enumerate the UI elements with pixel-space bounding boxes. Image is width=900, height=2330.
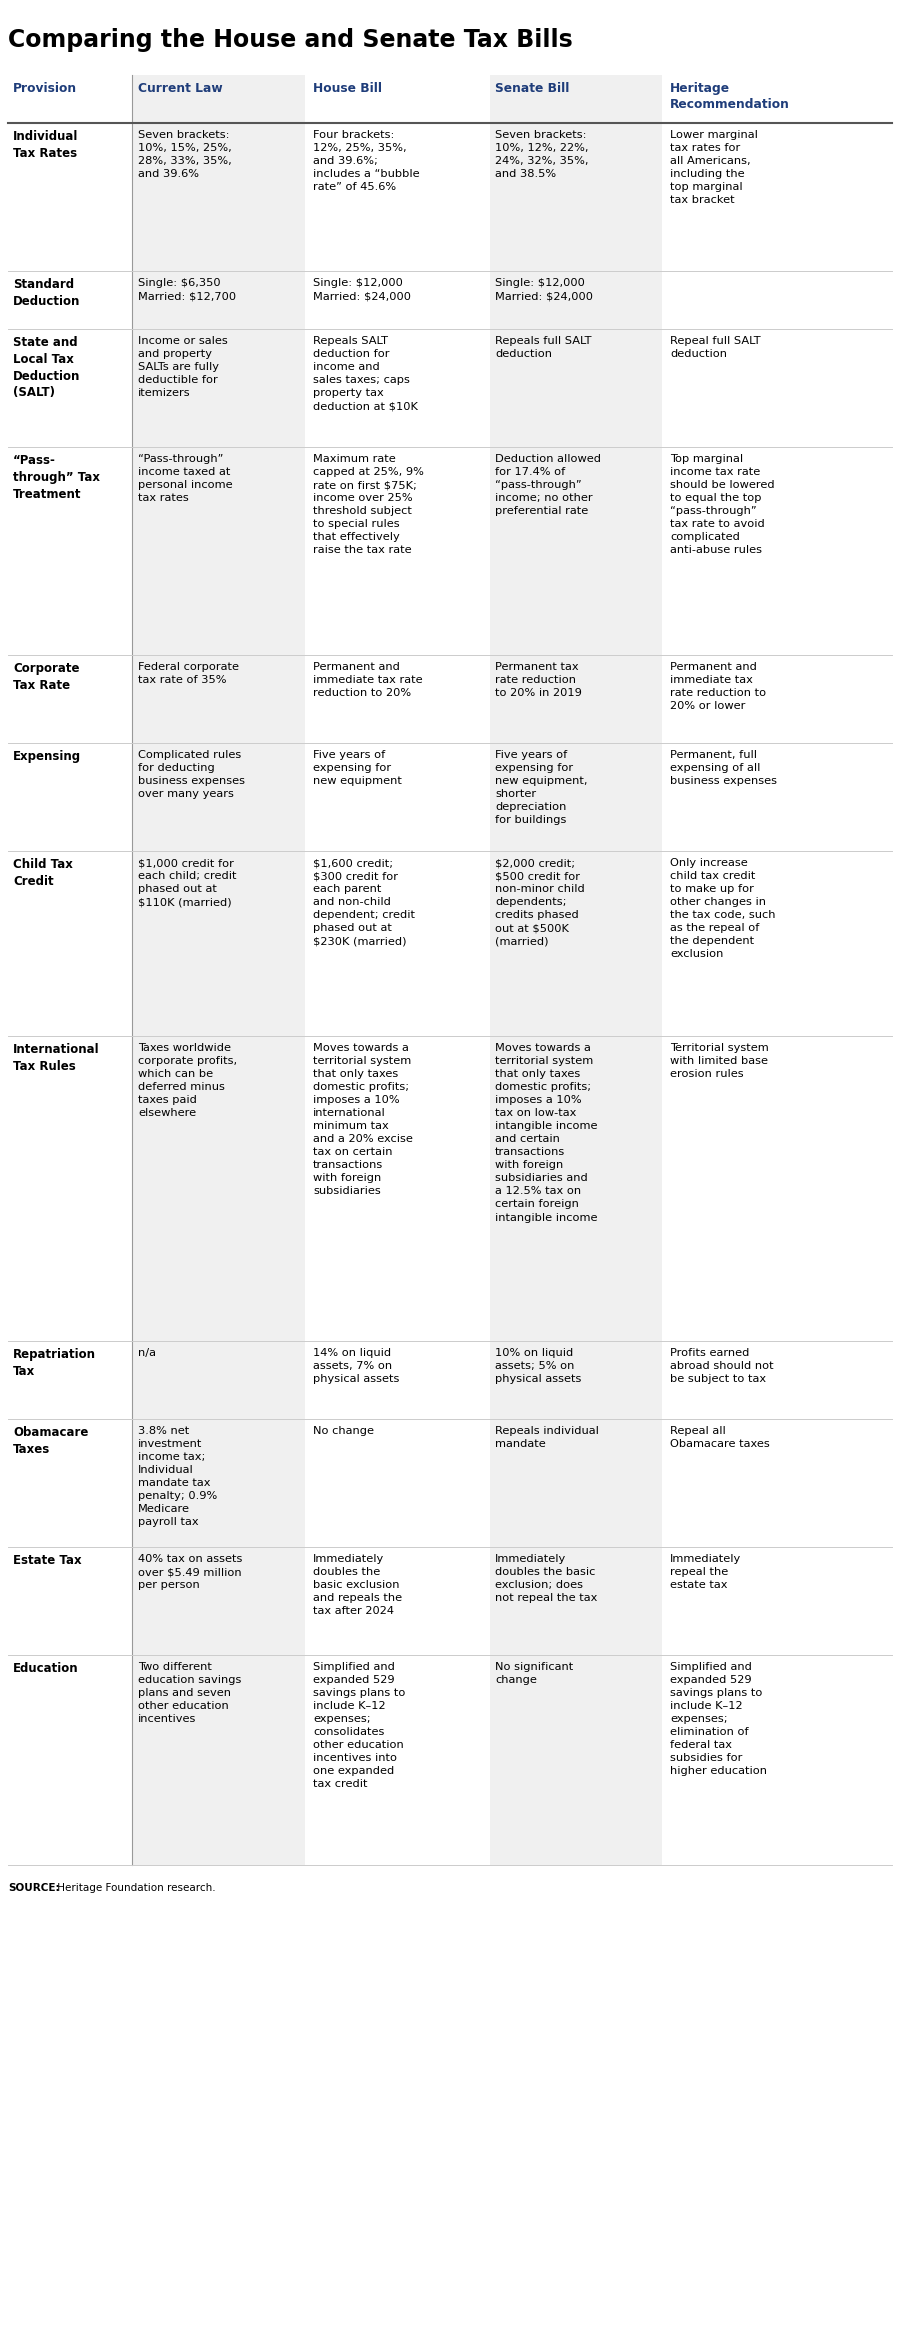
Text: Comparing the House and Senate Tax Bills: Comparing the House and Senate Tax Bills (8, 28, 572, 51)
Text: Repeals SALT
deduction for
income and
sales taxes; caps
property tax
deduction a: Repeals SALT deduction for income and sa… (313, 336, 418, 410)
Text: Seven brackets:
10%, 15%, 25%,
28%, 33%, 35%,
and 39.6%: Seven brackets: 10%, 15%, 25%, 28%, 33%,… (138, 130, 232, 179)
Text: Simplified and
expanded 529
savings plans to
include K–12
expenses;
elimination : Simplified and expanded 529 savings plan… (670, 1661, 767, 1775)
Text: SOURCE:: SOURCE: (8, 1883, 59, 1892)
Text: Permanent and
immediate tax
rate reduction to
20% or lower: Permanent and immediate tax rate reducti… (670, 662, 766, 711)
Text: Complicated rules
for deducting
business expenses
over many years: Complicated rules for deducting business… (138, 750, 245, 799)
Text: Moves towards a
territorial system
that only taxes
domestic profits;
imposes a 1: Moves towards a territorial system that … (495, 1044, 598, 1223)
Text: Moves towards a
territorial system
that only taxes
domestic profits;
imposes a 1: Moves towards a territorial system that … (313, 1044, 413, 1195)
Text: Repeals full SALT
deduction: Repeals full SALT deduction (495, 336, 591, 359)
Text: Corporate
Tax Rate: Corporate Tax Rate (13, 662, 79, 692)
Text: Current Law: Current Law (138, 82, 223, 96)
Text: Income or sales
and property
SALTs are fully
deductible for
itemizers: Income or sales and property SALTs are f… (138, 336, 228, 398)
Text: Single: $12,000
Married: $24,000: Single: $12,000 Married: $24,000 (495, 277, 593, 301)
Text: Repeal all
Obamacare taxes: Repeal all Obamacare taxes (670, 1426, 770, 1449)
Text: Individual
Tax Rates: Individual Tax Rates (13, 130, 78, 161)
Text: House Bill: House Bill (313, 82, 382, 96)
Text: $1,600 credit;
$300 credit for
each parent
and non-child
dependent; credit
phase: $1,600 credit; $300 credit for each pare… (313, 857, 415, 946)
Text: n/a: n/a (138, 1349, 156, 1358)
Text: Education: Education (13, 1661, 78, 1675)
Text: Senate Bill: Senate Bill (495, 82, 570, 96)
Text: Maximum rate
capped at 25%, 9%
rate on first $75K;
income over 25%
threshold sub: Maximum rate capped at 25%, 9% rate on f… (313, 454, 424, 555)
Text: 3.8% net
investment
income tax;
Individual
mandate tax
penalty; 0.9%
Medicare
pa: 3.8% net investment income tax; Individu… (138, 1426, 217, 1526)
Text: No change: No change (313, 1426, 374, 1435)
Text: Only increase
child tax credit
to make up for
other changes in
the tax code, suc: Only increase child tax credit to make u… (670, 857, 776, 960)
Bar (133, 75, 305, 1864)
Text: “Pass-
through” Tax
Treatment: “Pass- through” Tax Treatment (13, 454, 100, 501)
Text: Top marginal
income tax rate
should be lowered
to equal the top
“pass-through”
t: Top marginal income tax rate should be l… (670, 454, 775, 555)
Text: Standard
Deduction: Standard Deduction (13, 277, 80, 308)
Text: Provision: Provision (13, 82, 77, 96)
Text: Obamacare
Taxes: Obamacare Taxes (13, 1426, 88, 1456)
Text: Deduction allowed
for 17.4% of
“pass-through”
income; no other
preferential rate: Deduction allowed for 17.4% of “pass-thr… (495, 454, 601, 517)
Text: Heritage Foundation research.: Heritage Foundation research. (54, 1883, 216, 1892)
Text: 10% on liquid
assets; 5% on
physical assets: 10% on liquid assets; 5% on physical ass… (495, 1349, 581, 1384)
Text: Five years of
expensing for
new equipment: Five years of expensing for new equipmen… (313, 750, 402, 785)
Text: Simplified and
expanded 529
savings plans to
include K–12
expenses;
consolidates: Simplified and expanded 529 savings plan… (313, 1661, 405, 1789)
Text: Child Tax
Credit: Child Tax Credit (13, 857, 73, 888)
Text: Single: $6,350
Married: $12,700: Single: $6,350 Married: $12,700 (138, 277, 236, 301)
Text: Two different
education savings
plans and seven
other education
incentives: Two different education savings plans an… (138, 1661, 241, 1724)
Text: 40% tax on assets
over $5.49 million
per person: 40% tax on assets over $5.49 million per… (138, 1554, 242, 1589)
Text: “Pass-through”
income taxed at
personal income
tax rates: “Pass-through” income taxed at personal … (138, 454, 232, 503)
Text: Immediately
doubles the basic
exclusion; does
not repeal the tax: Immediately doubles the basic exclusion;… (495, 1554, 598, 1603)
Text: Territorial system
with limited base
erosion rules: Territorial system with limited base ero… (670, 1044, 769, 1079)
Text: Estate Tax: Estate Tax (13, 1554, 82, 1568)
Text: No significant
change: No significant change (495, 1661, 573, 1685)
Text: Repeals individual
mandate: Repeals individual mandate (495, 1426, 598, 1449)
Text: $1,000 credit for
each child; credit
phased out at
$110K (married): $1,000 credit for each child; credit pha… (138, 857, 237, 906)
Text: Single: $12,000
Married: $24,000: Single: $12,000 Married: $24,000 (313, 277, 411, 301)
Text: Permanent, full
expensing of all
business expenses: Permanent, full expensing of all busines… (670, 750, 777, 785)
Text: Seven brackets:
10%, 12%, 22%,
24%, 32%, 35%,
and 38.5%: Seven brackets: 10%, 12%, 22%, 24%, 32%,… (495, 130, 589, 179)
Text: Taxes worldwide
corporate profits,
which can be
deferred minus
taxes paid
elsewh: Taxes worldwide corporate profits, which… (138, 1044, 237, 1118)
Text: Five years of
expensing for
new equipment,
shorter
depreciation
for buildings: Five years of expensing for new equipmen… (495, 750, 588, 825)
Text: Repeal full SALT
deduction: Repeal full SALT deduction (670, 336, 760, 359)
Text: Four brackets:
12%, 25%, 35%,
and 39.6%;
includes a “bubble
rate” of 45.6%: Four brackets: 12%, 25%, 35%, and 39.6%;… (313, 130, 419, 191)
Text: International
Tax Rules: International Tax Rules (13, 1044, 100, 1072)
Text: 14% on liquid
assets, 7% on
physical assets: 14% on liquid assets, 7% on physical ass… (313, 1349, 400, 1384)
Text: Profits earned
abroad should not
be subject to tax: Profits earned abroad should not be subj… (670, 1349, 774, 1384)
Bar (490, 75, 662, 1864)
Text: Federal corporate
tax rate of 35%: Federal corporate tax rate of 35% (138, 662, 239, 685)
Text: Permanent tax
rate reduction
to 20% in 2019: Permanent tax rate reduction to 20% in 2… (495, 662, 582, 699)
Text: Permanent and
immediate tax rate
reduction to 20%: Permanent and immediate tax rate reducti… (313, 662, 423, 699)
Text: Repatriation
Tax: Repatriation Tax (13, 1349, 96, 1377)
Text: Lower marginal
tax rates for
all Americans,
including the
top marginal
tax brack: Lower marginal tax rates for all America… (670, 130, 758, 205)
Text: Immediately
repeal the
estate tax: Immediately repeal the estate tax (670, 1554, 742, 1589)
Text: State and
Local Tax
Deduction
(SALT): State and Local Tax Deduction (SALT) (13, 336, 80, 398)
Text: $2,000 credit;
$500 credit for
non-minor child
dependents;
credits phased
out at: $2,000 credit; $500 credit for non-minor… (495, 857, 585, 946)
Text: Expensing: Expensing (13, 750, 81, 762)
Text: Heritage
Recommendation: Heritage Recommendation (670, 82, 790, 112)
Text: Immediately
doubles the
basic exclusion
and repeals the
tax after 2024: Immediately doubles the basic exclusion … (313, 1554, 402, 1617)
